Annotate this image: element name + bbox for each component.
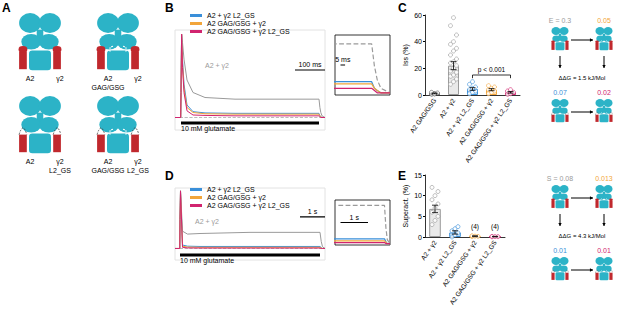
- svg-text:GAG/GSG: GAG/GSG: [91, 84, 124, 91]
- svg-text:γ2: γ2: [56, 158, 64, 166]
- svg-text:A2 + γ2: A2 + γ2: [419, 239, 439, 262]
- svg-text:A2 GAG/GSG + γ2 L2_GS: A2 GAG/GSG + γ2 L2_GS: [448, 238, 499, 306]
- svg-text:A2: A2: [104, 75, 113, 82]
- svg-text:100 ms: 100 ms: [299, 61, 322, 68]
- svg-text:A: A: [2, 1, 11, 15]
- svg-text:5: 5: [418, 213, 422, 220]
- svg-text:L2_GS: L2_GS: [49, 167, 71, 175]
- svg-text:C: C: [398, 1, 407, 15]
- svg-text:A2: A2: [104, 158, 113, 165]
- svg-text:0.01: 0.01: [553, 247, 567, 254]
- svg-text:ΔΔG = 4.3 kJ/Mol: ΔΔG = 4.3 kJ/Mol: [559, 233, 606, 239]
- svg-text:A2 GAG/GSG + γ2: A2 GAG/GSG + γ2: [207, 194, 266, 202]
- svg-text:Superact. (%): Superact. (%): [402, 185, 410, 228]
- svg-text:(4): (4): [491, 223, 499, 231]
- svg-text:1 s: 1 s: [350, 214, 360, 221]
- svg-text:1 s: 1 s: [308, 208, 318, 215]
- svg-text:10 mM glutamate: 10 mM glutamate: [181, 125, 235, 133]
- svg-text:γ2: γ2: [134, 158, 142, 166]
- svg-text:S = 0.08: S = 0.08: [547, 175, 573, 182]
- svg-text:(4): (4): [471, 223, 479, 231]
- svg-text:γ2: γ2: [134, 75, 142, 83]
- svg-text:0.05: 0.05: [597, 17, 611, 24]
- svg-text:0: 0: [418, 92, 422, 99]
- svg-text:E = 0.3: E = 0.3: [549, 17, 571, 24]
- svg-text:A2 GAG/GSG + γ2 L2_GS: A2 GAG/GSG + γ2 L2_GS: [464, 96, 515, 164]
- svg-text:0.013: 0.013: [595, 175, 613, 182]
- svg-text:A2 GAG/GSG: A2 GAG/GSG: [408, 97, 437, 134]
- svg-text:A2 + γ2 L2_GS: A2 + γ2 L2_GS: [207, 186, 255, 194]
- svg-text:A2 GAG/GSG + γ2: A2 GAG/GSG + γ2: [207, 20, 266, 28]
- svg-text:A2: A2: [26, 158, 35, 165]
- svg-text:5 ms: 5 ms: [335, 56, 351, 63]
- svg-text:10 mM glutamate: 10 mM glutamate: [180, 257, 234, 265]
- svg-text:A2 GAG/GSG + γ2 L2_GS: A2 GAG/GSG + γ2 L2_GS: [207, 28, 290, 36]
- svg-text:10: 10: [414, 192, 422, 199]
- svg-text:D: D: [165, 169, 174, 183]
- svg-text:A2 + γ2 L2_GS: A2 + γ2 L2_GS: [207, 12, 255, 20]
- svg-text:20: 20: [414, 65, 422, 72]
- svg-text:B: B: [165, 1, 174, 15]
- svg-text:A2 + γ2: A2 + γ2: [205, 62, 229, 70]
- svg-text:60: 60: [414, 12, 422, 19]
- svg-text:L2_GS: L2_GS: [127, 167, 149, 175]
- svg-text:A2 + γ2 L2_GS: A2 + γ2 L2_GS: [426, 239, 458, 280]
- svg-text:15: 15: [414, 172, 422, 179]
- svg-text:ΔΔG = 1.5 kJ/Mol: ΔΔG = 1.5 kJ/Mol: [559, 75, 606, 81]
- svg-text:0: 0: [418, 234, 422, 241]
- svg-text:40: 40: [414, 38, 422, 45]
- svg-text:0.02: 0.02: [597, 89, 611, 96]
- svg-text:A2 + γ2: A2 + γ2: [195, 218, 219, 226]
- svg-text:A2 GAG/GSG + γ2: A2 GAG/GSG + γ2: [441, 239, 479, 289]
- svg-text:A2 + γ2 L2_GS: A2 + γ2 L2_GS: [444, 97, 476, 138]
- svg-text:0.07: 0.07: [553, 89, 567, 96]
- svg-text:A2 + γ2: A2 + γ2: [438, 97, 458, 120]
- svg-text:Iss (%): Iss (%): [402, 44, 410, 66]
- svg-text:A2 GAG/GSG + γ2 L2_GS: A2 GAG/GSG + γ2 L2_GS: [207, 202, 290, 210]
- svg-text:0.01: 0.01: [597, 247, 611, 254]
- svg-text:A2: A2: [26, 75, 35, 82]
- svg-text:γ2: γ2: [56, 75, 64, 83]
- svg-text:p < 0.001: p < 0.001: [478, 66, 506, 74]
- svg-text:GAG/GSG: GAG/GSG: [91, 167, 124, 174]
- svg-text:E: E: [398, 169, 406, 183]
